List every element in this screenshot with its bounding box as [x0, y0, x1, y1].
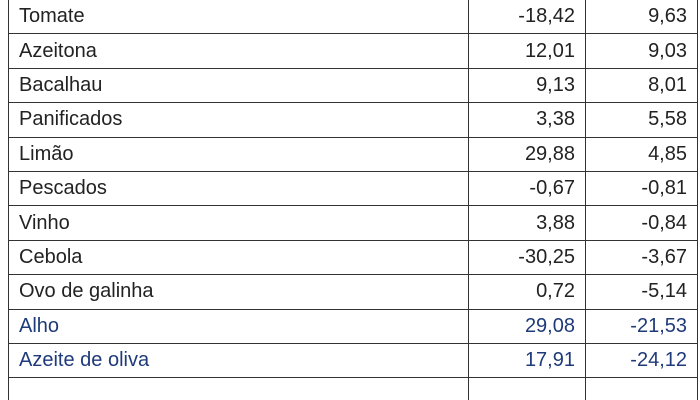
table-row: Vinho 3,88 -0,84: [8, 205, 698, 241]
value-cell: -3,67: [585, 239, 698, 276]
table-row: Azeitona 12,01 9,03: [8, 33, 698, 69]
value-cell: 4,85: [585, 136, 698, 172]
value-cell: -30,25: [468, 239, 586, 276]
empty-cell: [585, 377, 698, 400]
value-cell: 12,01: [468, 33, 586, 69]
value-cell: 29,88: [468, 136, 586, 172]
item-name: Azeite de oliva: [8, 342, 469, 379]
table-row: Limão 29,88 4,85: [8, 136, 698, 172]
table-row: Alho 29,08 -21,53: [8, 308, 698, 344]
value-cell: -0,67: [468, 170, 586, 207]
value-cell: 3,88: [468, 205, 586, 241]
value-cell: -21,53: [585, 308, 698, 344]
item-name: Alho: [8, 308, 469, 344]
value-cell: 29,08: [468, 308, 586, 344]
value-cell: -18,42: [468, 0, 586, 35]
value-cell: 9,63: [585, 0, 698, 35]
data-table: Tomate -18,42 9,63 Azeitona 12,01 9,03 Bacalha…: [8, 0, 698, 400]
table-row: Panificados 3,38 5,58: [8, 102, 698, 138]
table-row: Ovo de galinha 0,72 -5,14: [8, 274, 698, 310]
table-row: Azeite de oliva 17,91 -24,12: [8, 342, 698, 379]
empty-cell: [468, 377, 586, 400]
item-name: Panificados: [8, 102, 469, 138]
value-cell: 0,72: [468, 274, 586, 310]
value-cell: -0,84: [585, 205, 698, 241]
value-cell: 17,91: [468, 342, 586, 379]
value-cell: -0,81: [585, 170, 698, 207]
table-row: Bacalhau 9,13 8,01: [8, 67, 698, 104]
table-row: Pescados -0,67 -0,81: [8, 170, 698, 207]
item-name: Bacalhau: [8, 67, 469, 104]
item-name: Limão: [8, 136, 469, 172]
table-body: Tomate -18,42 9,63 Azeitona 12,01 9,03 Bacalha…: [8, 0, 698, 400]
table-row: Tomate -18,42 9,63: [8, 0, 698, 35]
value-cell: 8,01: [585, 67, 698, 104]
item-name: Tomate: [8, 0, 469, 35]
value-cell: 3,38: [468, 102, 586, 138]
item-name: Ovo de galinha: [8, 274, 469, 310]
empty-cell: [8, 377, 469, 400]
value-cell: 9,03: [585, 33, 698, 69]
item-name: Pescados: [8, 170, 469, 207]
value-cell: 9,13: [468, 67, 586, 104]
item-name: Azeitona: [8, 33, 469, 69]
value-cell: -5,14: [585, 274, 698, 310]
item-name: Vinho: [8, 205, 469, 241]
table-row: Cebola -30,25 -3,67: [8, 239, 698, 276]
partial-row: [8, 377, 698, 400]
value-cell: -24,12: [585, 342, 698, 379]
item-name: Cebola: [8, 239, 469, 276]
value-cell: 5,58: [585, 102, 698, 138]
